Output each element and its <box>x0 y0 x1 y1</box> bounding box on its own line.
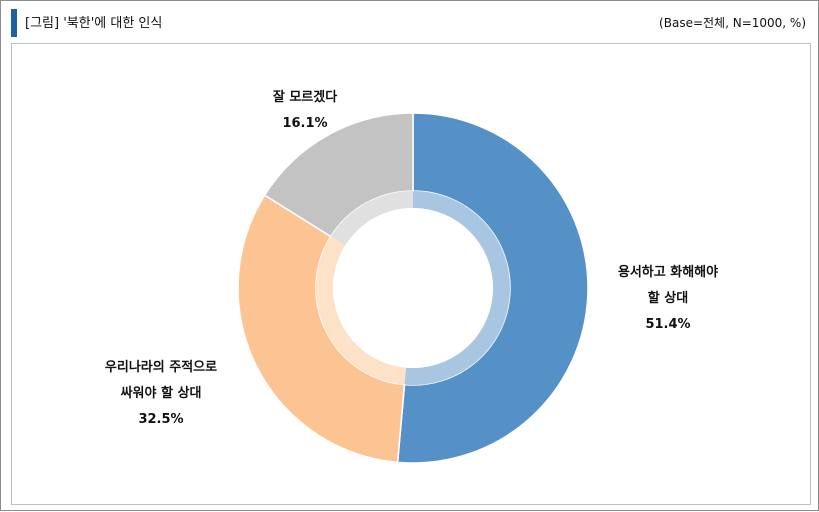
data-label-text: 싸워야 할 상대 <box>121 385 202 401</box>
slice-inner-band-unknown <box>330 190 413 246</box>
title-accent-bar <box>11 9 17 37</box>
data-label-text: 우리나라의 주적으로 <box>105 359 217 375</box>
data-label-text: 용서하고 화해해야 <box>618 264 718 280</box>
slice-label-unknown: 잘 모르겠다 16.1% <box>273 89 337 131</box>
slice-inner-band-reconcile <box>404 191 510 385</box>
data-label-value: 51.4% <box>645 317 690 332</box>
data-label-text: 할 상대 <box>648 290 688 306</box>
data-label-value: 16.1% <box>282 116 327 131</box>
donut-hole <box>333 208 493 368</box>
slice-inner-band-enemy <box>316 236 406 385</box>
data-label-value: 32.5% <box>138 412 183 427</box>
data-label-text: 잘 모르겠다 <box>273 89 337 105</box>
chart-title: [그림] '북한'에 대한 인식 <box>25 16 163 31</box>
plot-area <box>11 43 811 505</box>
base-note: (Base=전체, N=1000, %) <box>659 16 806 30</box>
